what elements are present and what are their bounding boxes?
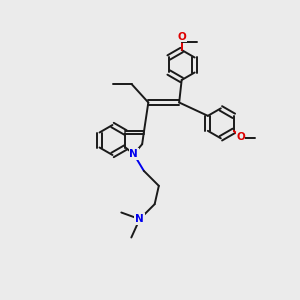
Text: O: O [177, 32, 186, 42]
Text: O: O [236, 133, 245, 142]
Text: N: N [129, 149, 138, 159]
Text: N: N [135, 214, 144, 224]
